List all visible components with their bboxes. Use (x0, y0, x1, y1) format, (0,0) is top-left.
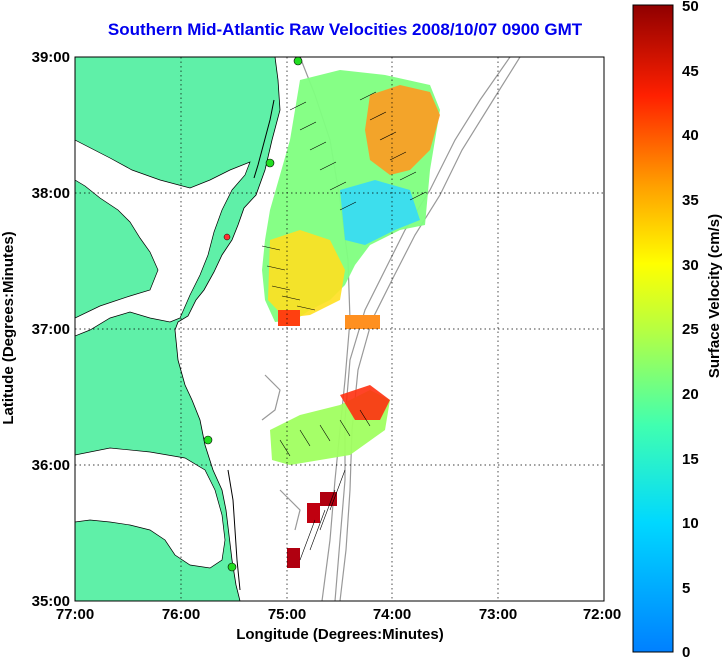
x-tick-label: 74:00 (373, 606, 411, 623)
velocity-patch-north-warm (365, 85, 440, 175)
map-grid (75, 57, 604, 601)
y-axis-label: Latitude (Degrees:Minutes) (0, 231, 17, 424)
y-tick-label: 38:00 (32, 185, 70, 202)
colorbar-tick-label: 40 (682, 127, 699, 144)
map-title: Southern Mid-Atlantic Raw Velocities 200… (107, 20, 583, 39)
eastern-shore-coast (253, 99, 275, 179)
x-tick-label: 75:00 (268, 606, 306, 623)
velocity-patch-cape-b (307, 503, 320, 523)
colorbar-tick-labels: 50 45 40 35 30 25 20 15 10 5 0 (682, 0, 699, 659)
colorbar (632, 4, 674, 653)
colorbar-tick-label: 35 (682, 192, 699, 209)
y-tick-label: 37:00 (32, 321, 70, 338)
plot-frame (74, 56, 605, 602)
radar-site-marker (227, 562, 237, 572)
colorbar-tick-label: 45 (682, 63, 699, 80)
chesapeake-bay (75, 139, 251, 337)
velocity-patch-south-red (340, 385, 390, 420)
colorbar-label: Surface Velocity (cm/s) (706, 214, 723, 378)
velocity-patch-cape-c (320, 492, 337, 506)
y-tick-label: 35:00 (32, 593, 70, 610)
colorbar-tick-label: 50 (682, 0, 699, 15)
colorbar-tick-label: 0 (682, 644, 690, 659)
velocity-vectors (261, 91, 427, 561)
x-tick-label: 76:00 (162, 606, 200, 623)
y-tick-label: 39:00 (32, 49, 70, 66)
outer-banks-coast (227, 469, 241, 591)
x-tick-label: 72:00 (583, 606, 621, 623)
colorbar-tick-label: 20 (682, 386, 699, 403)
radar-site-marker (293, 57, 303, 66)
radar-site-marker (203, 435, 213, 445)
x-tick-label: 77:00 (56, 606, 94, 623)
colorbar-tick-label: 30 (682, 257, 699, 274)
y-tick-label: 36:00 (32, 457, 70, 474)
radar-site-marker (265, 158, 275, 168)
x-tick-label: 73:00 (479, 606, 517, 623)
colorbar-tick-label: 15 (682, 451, 699, 468)
colorbar-tick-label: 10 (682, 515, 699, 532)
x-tick-labels: 77:00 76:00 75:00 74:00 73:00 72:00 (56, 606, 621, 623)
velocity-patch-se (345, 315, 380, 329)
colorbar-tick-label: 25 (682, 321, 699, 338)
y-tick-labels: 39:00 38:00 37:00 36:00 35:00 (32, 49, 70, 610)
velocity-patch-sw (278, 310, 300, 326)
radar-sites (203, 57, 303, 572)
colorbar-tick-label: 5 (682, 580, 690, 597)
velocity-patch-cape-a (287, 548, 300, 568)
red-site-marker (223, 233, 231, 241)
velocity-patch-north-cool (340, 180, 420, 245)
x-axis-label: Longitude (Degrees:Minutes) (236, 626, 444, 643)
pamlico-sound (75, 447, 226, 569)
